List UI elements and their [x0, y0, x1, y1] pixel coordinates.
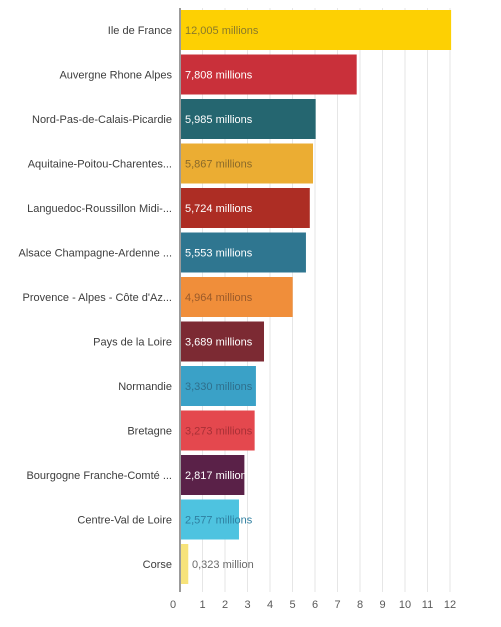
- x-tick-label: 6: [312, 599, 318, 611]
- category-label: Provence - Alpes - Côte d'Az...: [23, 292, 172, 304]
- bar: [181, 99, 316, 139]
- bar: [181, 54, 357, 95]
- bars: [181, 10, 452, 584]
- value-label: 3,273 millions: [185, 426, 253, 438]
- x-tick-label: 11: [422, 599, 433, 611]
- x-axis-ticks: 0 1 2 3 4 5 6 7 8 9 10 11 12: [170, 599, 456, 611]
- value-label: 5,985 millions: [185, 114, 253, 126]
- x-tick-label: 0: [170, 599, 176, 611]
- category-label: Normandie: [118, 381, 172, 393]
- value-labels: 12,005 millions 7,808 millions 5,985 milli…: [185, 25, 259, 571]
- x-tick-label: 4: [267, 599, 273, 611]
- category-label: Aquitaine-Poitou-Charentes...: [28, 159, 172, 171]
- category-labels: Ile de France Auvergne Rhone Alpes Nord-Pa…: [19, 25, 173, 571]
- value-label: 2,577 millions: [185, 515, 253, 527]
- x-tick-label: 2: [222, 599, 228, 611]
- value-label: 3,330 millions: [185, 381, 253, 393]
- bar: [181, 143, 314, 184]
- bar: [181, 321, 265, 362]
- category-label: Pays de la Loire: [93, 337, 172, 349]
- bar: [181, 499, 239, 540]
- category-label: Centre-Val de Loire: [77, 515, 172, 527]
- category-label: Alsace Champagne-Ardenne ...: [19, 248, 172, 260]
- x-tick-label: 3: [244, 599, 250, 611]
- category-label: Bretagne: [127, 426, 172, 438]
- bar: [181, 410, 255, 451]
- value-label: 12,005 millions: [185, 25, 259, 37]
- bar: [181, 10, 452, 50]
- bar: [181, 366, 256, 406]
- category-label: Corse: [143, 559, 172, 571]
- category-label: Ile de France: [108, 25, 172, 37]
- value-label: 5,553 millions: [185, 248, 253, 260]
- category-label: Bourgogne Franche-Comté ...: [26, 470, 172, 482]
- bar: [181, 544, 189, 584]
- value-label: 5,867 millions: [185, 159, 253, 171]
- x-tick-label: 7: [334, 599, 340, 611]
- bar: [181, 232, 306, 273]
- bar: [181, 277, 293, 317]
- value-label: 3,689 millions: [185, 337, 253, 349]
- value-label: 4,964 millions: [185, 292, 253, 304]
- value-label: 7,808 millions: [185, 70, 253, 82]
- value-label: 0,323 million: [192, 559, 254, 571]
- category-label: Nord-Pas-de-Calais-Picardie: [32, 114, 172, 126]
- x-tick-label: 10: [399, 599, 411, 611]
- x-tick-label: 8: [357, 599, 363, 611]
- bar: [181, 455, 245, 495]
- x-tick-label: 12: [444, 599, 456, 611]
- value-label: 2,817 million: [185, 470, 247, 482]
- x-tick-label: 5: [289, 599, 295, 611]
- x-tick-label: 1: [199, 599, 205, 611]
- category-label: Auvergne Rhone Alpes: [59, 70, 172, 82]
- bar: [181, 188, 310, 228]
- x-tick-label: 9: [379, 599, 385, 611]
- value-label: 5,724 millions: [185, 203, 253, 215]
- category-label: Languedoc-Roussillon Midi-...: [27, 203, 172, 215]
